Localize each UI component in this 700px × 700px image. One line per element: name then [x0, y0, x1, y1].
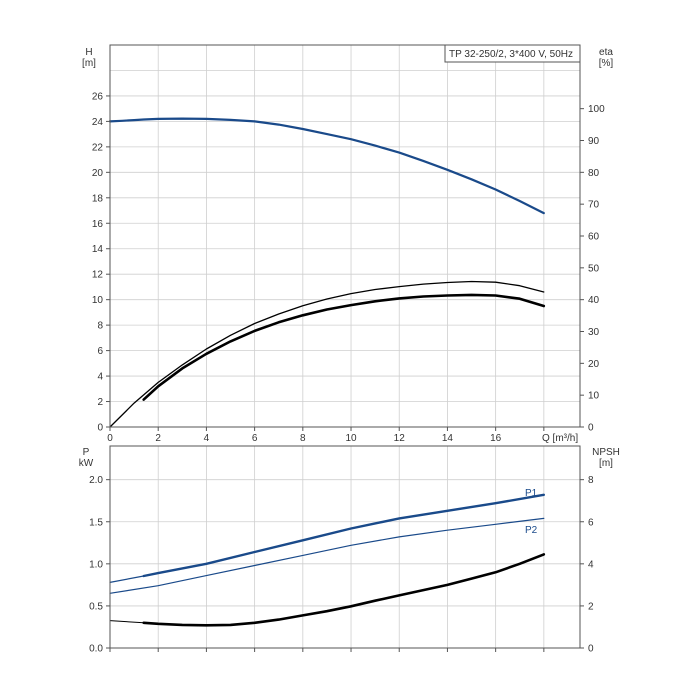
bottom-plot-frame [109, 445, 581, 649]
top-right-tick-label: 50 [588, 263, 600, 274]
bottom-series-line-2 [109, 517, 545, 594]
x-tick-label: 8 [300, 433, 306, 444]
series-label-p1: P1 [525, 488, 538, 499]
top-right-tick-label: 10 [588, 391, 600, 402]
top-right-tick-label: 80 [588, 168, 600, 179]
top-left-tick-label: 8 [97, 321, 103, 332]
top-left-tick-label: 12 [92, 270, 104, 281]
npsh-axis-unit: [m] [599, 458, 613, 469]
bottom-plot-grid [110, 446, 580, 648]
eta-axis-unit: [%] [599, 58, 614, 69]
top-left-tick-label: 22 [92, 142, 104, 153]
npsh-axis-label: NPSH [592, 447, 620, 458]
chart-title: TP 32-250/2, 3*400 V, 50Hz [449, 49, 573, 60]
top-series-line-2 [142, 293, 546, 401]
bottom-right-tick-label: 6 [588, 517, 594, 528]
top-right-tick-label: 100 [588, 104, 605, 115]
top-plot-ticks: 0246810121416182022242601020304050607080… [92, 91, 605, 444]
top-left-tick-label: 24 [92, 117, 104, 128]
bottom-plot-ticks: 0.0 0.5 1.0 1.5 2.0 0 2 4 6 8 [89, 475, 594, 654]
bottom-plot-series [109, 493, 546, 627]
top-plot-grid [110, 45, 580, 427]
bottom-right-tick-label: 8 [588, 475, 594, 486]
series-label-p2: P2 [525, 525, 538, 536]
p-axis-label: P [83, 447, 90, 458]
x-tick-label: 16 [490, 433, 502, 444]
bottom-left-tick-label: 0.5 [89, 601, 103, 612]
x-tick-label: 4 [204, 433, 210, 444]
top-series-line-1 [109, 280, 545, 428]
x-tick-label: 10 [345, 433, 357, 444]
bottom-left-tick-label: 1.0 [89, 559, 103, 570]
h-axis-label: H [85, 47, 92, 58]
top-plot-series [108, 117, 546, 428]
bottom-left-tick-label: 2.0 [89, 475, 103, 486]
top-left-tick-label: 10 [92, 295, 104, 306]
top-left-tick-label: 6 [97, 346, 103, 357]
title-box [444, 44, 581, 63]
bottom-series-line-0 [142, 493, 545, 578]
bottom-right-tick-label: 2 [588, 601, 594, 612]
top-right-tick-label: 0 [588, 423, 594, 434]
top-left-tick-label: 0 [97, 423, 103, 434]
top-left-tick-label: 14 [92, 244, 104, 255]
bottom-left-tick-label: 1.5 [89, 517, 103, 528]
bottom-right-tick-label: 4 [588, 559, 594, 570]
top-left-tick-label: 20 [92, 168, 104, 179]
top-right-tick-label: 60 [588, 232, 600, 243]
top-right-tick-label: 40 [588, 295, 600, 306]
bottom-right-tick-label: 0 [588, 644, 594, 655]
x-tick-label: 2 [155, 433, 161, 444]
x-tick-label: 6 [252, 433, 258, 444]
top-right-tick-label: 90 [588, 136, 600, 147]
top-right-tick-label: 30 [588, 327, 600, 338]
bottom-left-tick-label: 0.0 [89, 644, 103, 655]
eta-axis-label: eta [599, 47, 613, 58]
q-axis-label: Q [m³/h] [542, 433, 578, 444]
h-axis-unit: [m] [82, 58, 96, 69]
x-tick-label: 0 [107, 433, 113, 444]
top-right-tick-label: 20 [588, 359, 600, 370]
top-left-tick-label: 4 [97, 372, 103, 383]
top-left-tick-label: 26 [92, 91, 104, 102]
bottom-series-line-1 [109, 575, 145, 584]
p-axis-unit: kW [79, 458, 94, 469]
top-left-tick-label: 2 [97, 397, 103, 408]
x-tick-label: 14 [442, 433, 454, 444]
x-tick-label: 12 [394, 433, 406, 444]
bottom-series-line-3 [142, 553, 546, 627]
top-left-tick-label: 18 [92, 193, 104, 204]
top-right-tick-label: 70 [588, 200, 600, 211]
top-series-line-0 [108, 117, 545, 215]
top-left-tick-label: 16 [92, 219, 104, 230]
bottom-series-line-4 [109, 620, 145, 624]
